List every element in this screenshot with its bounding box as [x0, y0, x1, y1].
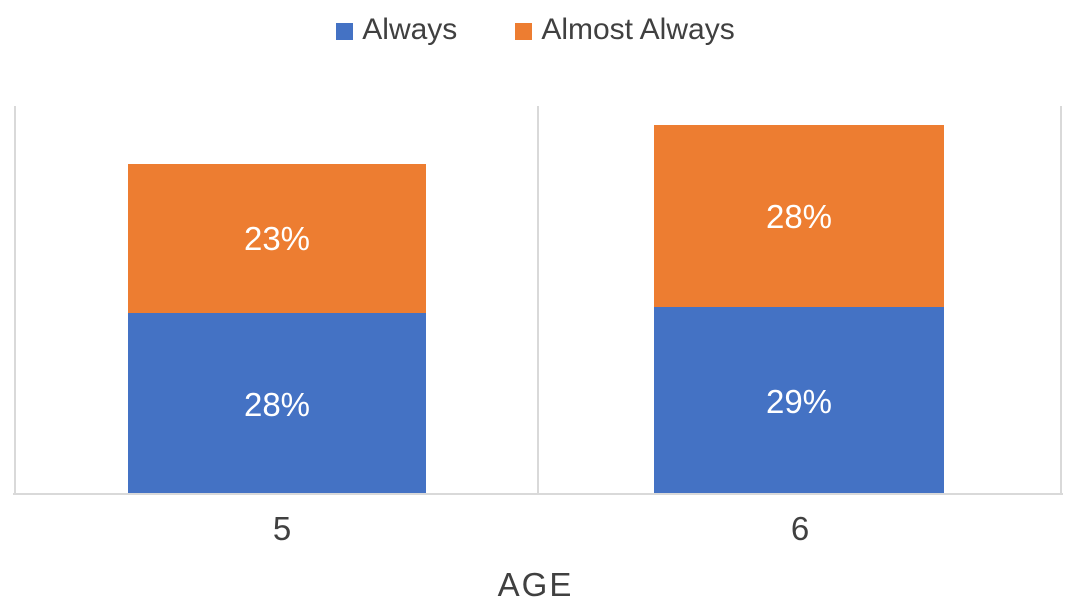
segment-always-age-6[interactable]: 29% [654, 307, 944, 495]
legend-swatch-almost-always-icon [515, 22, 533, 40]
data-label: 29% [765, 382, 833, 420]
x-axis-title: AGE [497, 566, 574, 603]
segment-almost-always-age-6[interactable]: 28% [654, 125, 944, 307]
bar-age-5[interactable]: 28% 23% [128, 164, 426, 495]
x-axis-line [13, 493, 1063, 495]
segment-almost-always-age-5[interactable]: 23% [128, 164, 426, 313]
bar-age-6[interactable]: 29% 28% [654, 125, 944, 495]
data-label: 28% [765, 197, 833, 235]
legend-label-almost-always: Almost Always [541, 13, 735, 46]
plot-area: 28% 23% 29% 28% [14, 106, 1062, 495]
x-tick-age-5: 5 [272, 510, 292, 547]
legend: Always Almost Always [0, 13, 1071, 46]
legend-swatch-always-icon [336, 22, 354, 40]
data-label: 23% [243, 220, 311, 257]
legend-item-almost-always[interactable]: Almost Always [515, 13, 735, 46]
x-tick-age-6: 6 [790, 510, 810, 547]
legend-label-always: Always [362, 13, 458, 46]
gridline-left [14, 106, 16, 495]
segment-always-age-5[interactable]: 28% [128, 313, 426, 495]
gridline-right [1060, 106, 1062, 495]
gridline-middle [537, 106, 539, 495]
legend-item-always[interactable]: Always [336, 13, 457, 46]
data-label: 28% [243, 385, 311, 423]
